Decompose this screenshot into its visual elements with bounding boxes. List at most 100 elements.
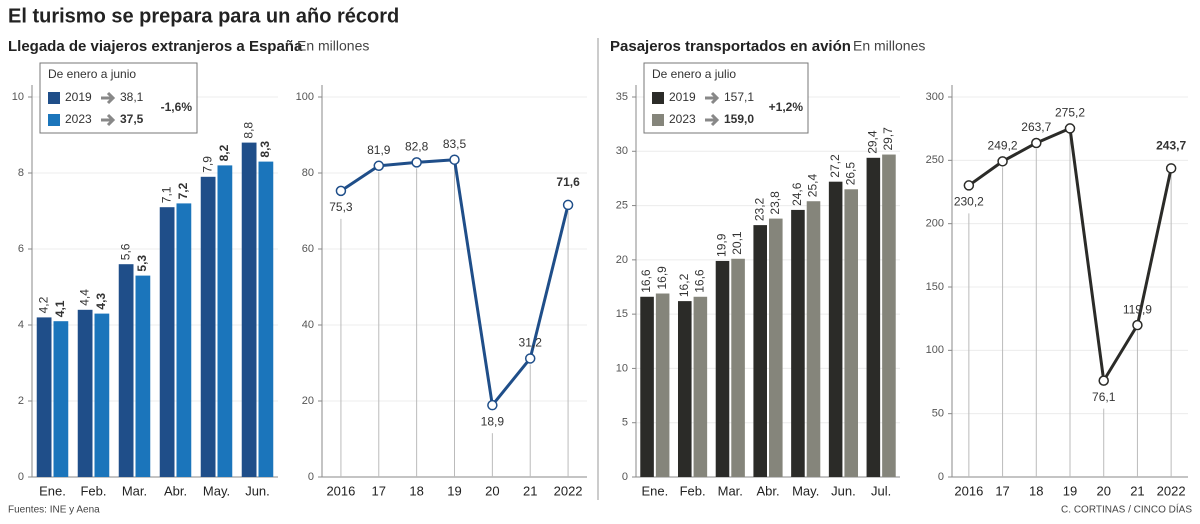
- y-tick-label: 150: [926, 281, 944, 293]
- value-label: 16,6: [693, 269, 707, 293]
- x-tick-label: Feb.: [680, 483, 706, 498]
- x-tick-label: Feb.: [80, 483, 106, 498]
- value-label: 7,9: [200, 156, 214, 173]
- legend-arrow: [705, 113, 720, 127]
- point: [524, 353, 536, 364]
- legend-total: 157,1: [724, 90, 754, 104]
- legend-swatch: [48, 114, 60, 126]
- value-label: 81,9: [367, 143, 391, 157]
- point: [1165, 163, 1177, 174]
- value-label: 263,7: [1021, 120, 1051, 134]
- value-label: 16,2: [677, 273, 691, 297]
- value-label: 27,2: [828, 154, 842, 178]
- x-tick-label: Abr.: [164, 483, 187, 498]
- y-tick-label: 20: [616, 254, 628, 266]
- value-label: 4,2: [36, 296, 50, 313]
- x-tick-label: 21: [523, 483, 537, 498]
- legend-arrow: [101, 113, 116, 127]
- y-tick-label: 300: [926, 91, 944, 103]
- legend-swatch: [48, 92, 60, 104]
- x-tick-label: 2016: [326, 483, 355, 498]
- value-label: 119,9: [1123, 302, 1152, 316]
- value-label: 8,2: [217, 144, 231, 161]
- x-tick-label: 17: [995, 483, 1009, 498]
- x-tick-label: Ene.: [641, 483, 668, 498]
- y-tick-label: 2: [18, 395, 24, 407]
- x-tick-label: Abr.: [756, 483, 779, 498]
- y-tick-label: 80: [302, 167, 314, 179]
- section-heading: Pasajeros transportados en avión: [610, 38, 851, 55]
- bar: [200, 176, 216, 478]
- value-label: 23,8: [768, 191, 782, 215]
- y-tick-label: 100: [296, 91, 314, 103]
- y-tick-label: 0: [938, 471, 944, 483]
- bar: [241, 142, 257, 477]
- y-tick-label: 35: [616, 91, 628, 103]
- point: [562, 199, 574, 211]
- value-label: 5,3: [135, 255, 149, 272]
- x-tick-label: 20: [485, 483, 499, 498]
- value-label: 20,1: [730, 231, 744, 255]
- point: [1098, 375, 1109, 386]
- bar: [36, 317, 52, 477]
- x-tick-label: Jun.: [245, 483, 270, 498]
- legend-total: 37,5: [120, 112, 144, 126]
- point: [1132, 319, 1143, 331]
- bar: [866, 157, 881, 478]
- bar: [53, 321, 69, 477]
- y-tick-label: 5: [622, 417, 628, 429]
- point: [373, 160, 385, 172]
- y-tick-label: 250: [926, 154, 944, 166]
- y-tick-label: 60: [302, 243, 314, 255]
- x-tick-label: Jun.: [831, 483, 856, 498]
- bar: [159, 207, 175, 477]
- value-label: 29,4: [866, 130, 880, 154]
- value-label: 26,5: [843, 162, 857, 186]
- y-tick-label: 30: [616, 145, 628, 157]
- x-tick-label: 18: [1029, 483, 1043, 498]
- y-tick-label: 50: [932, 408, 944, 420]
- bar: [135, 275, 151, 477]
- legend-arrow: [705, 91, 720, 105]
- value-label: 5,6: [118, 243, 132, 260]
- legend-label: 2019: [669, 90, 696, 104]
- bar: [176, 203, 192, 477]
- y-tick-label: 25: [616, 199, 628, 211]
- x-tick-label: 20: [1096, 483, 1110, 498]
- bar: [844, 189, 859, 478]
- point: [997, 156, 1008, 167]
- bar: [791, 209, 805, 477]
- x-tick-label: 21: [1130, 483, 1144, 498]
- bar: [715, 260, 730, 477]
- bar: [882, 154, 896, 478]
- x-tick-label: 17: [372, 483, 386, 498]
- point: [449, 154, 460, 165]
- value-label: 18,9: [481, 414, 505, 428]
- bar: [677, 301, 692, 477]
- bar: [77, 309, 93, 477]
- x-tick-label: 2022: [554, 483, 583, 498]
- value-label: 83,5: [443, 137, 467, 151]
- bar: [94, 313, 110, 477]
- bar: [828, 181, 843, 477]
- legend-label: 2019: [65, 90, 92, 104]
- y-tick-label: 0: [308, 471, 314, 483]
- y-tick-label: 0: [622, 471, 628, 483]
- bar: [640, 296, 654, 477]
- value-label: 71,6: [556, 175, 580, 189]
- x-tick-label: 19: [1063, 483, 1077, 498]
- y-tick-label: 0: [18, 471, 24, 483]
- x-tick-label: 2016: [954, 483, 983, 498]
- value-label: 8,8: [241, 122, 255, 139]
- legend-total: 159,0: [724, 112, 754, 126]
- section-unit: En millones: [853, 38, 925, 54]
- y-tick-label: 20: [302, 395, 314, 407]
- x-tick-label: Mar.: [718, 483, 743, 498]
- point: [487, 399, 498, 411]
- value-label: 4,3: [94, 293, 108, 310]
- bar: [258, 161, 274, 477]
- value-label: 8,3: [258, 141, 272, 158]
- source: Fuentes: INE y Aena: [8, 505, 100, 516]
- y-tick-label: 40: [302, 319, 314, 331]
